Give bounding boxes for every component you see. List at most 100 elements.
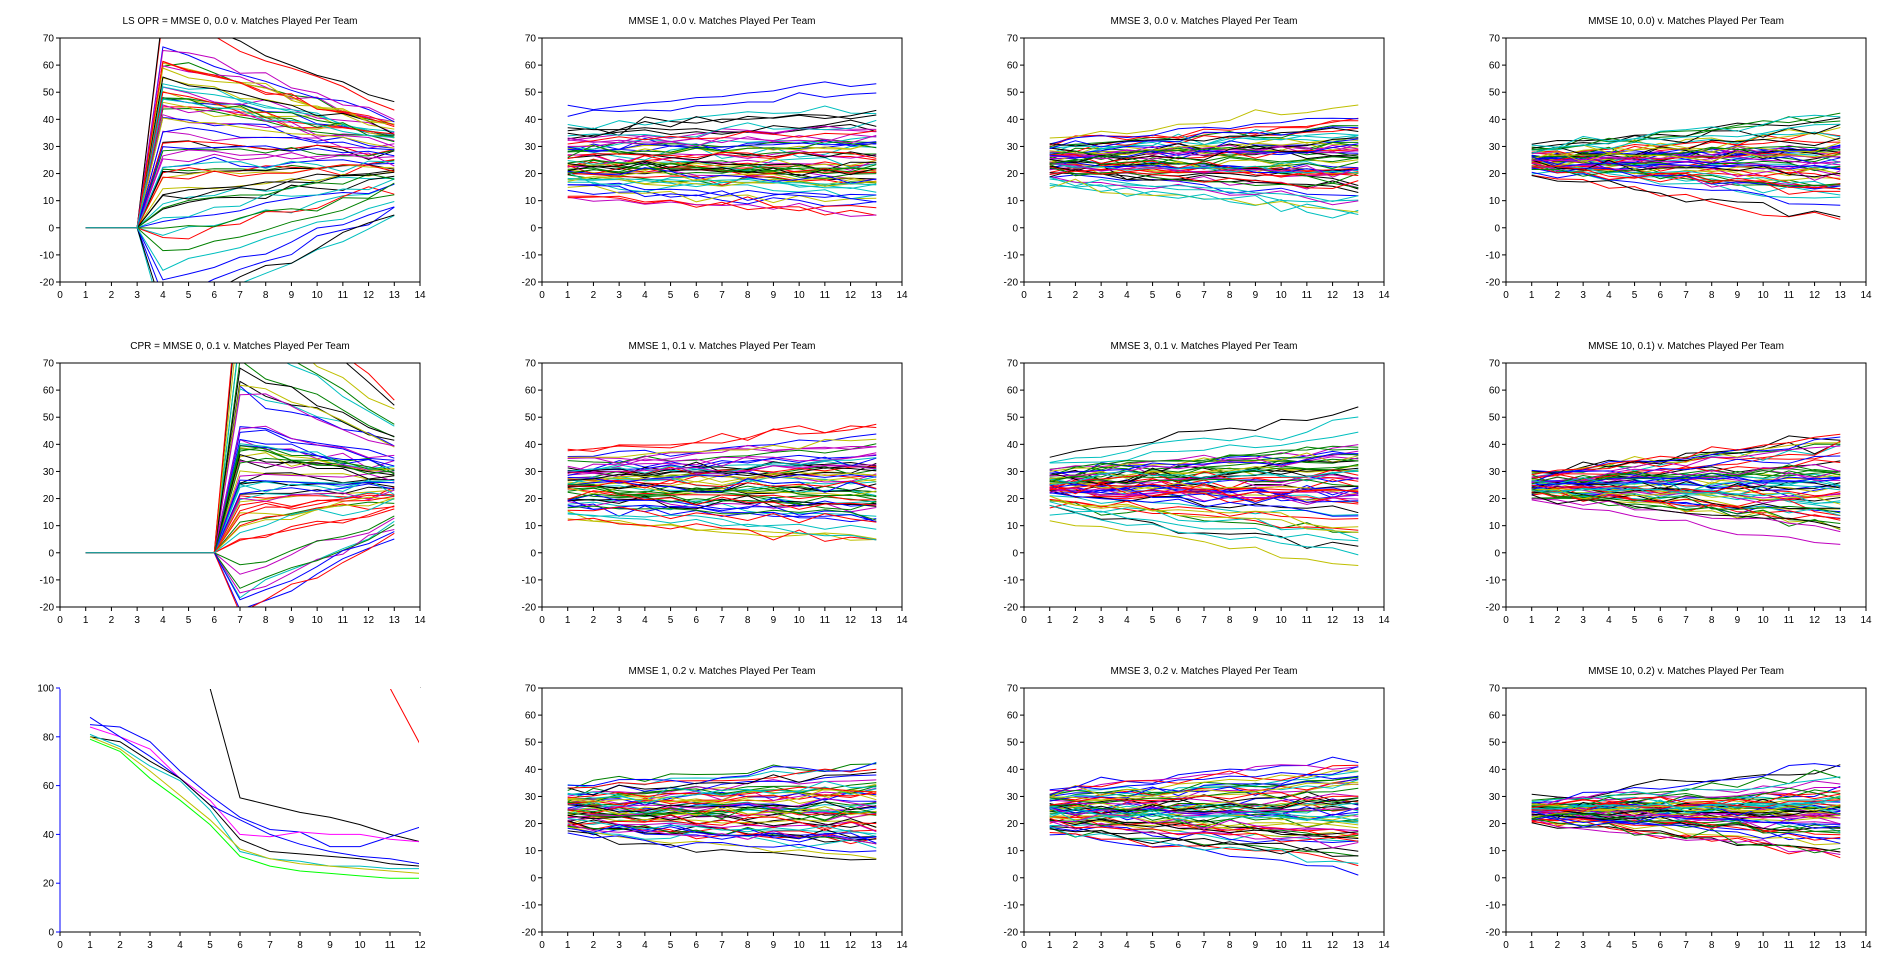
series-line-58 xyxy=(567,164,877,175)
series-line-52 xyxy=(1049,817,1359,843)
x-tick-label: 10 xyxy=(312,290,324,301)
x-tick-label: 3 xyxy=(1580,290,1586,301)
series-group xyxy=(1049,756,1359,876)
x-tick-label: 7 xyxy=(719,290,725,301)
series-line-52 xyxy=(1531,793,1841,809)
y-tick-label: 70 xyxy=(525,359,537,370)
series-line-23 xyxy=(1531,151,1841,163)
y-tick-label: 50 xyxy=(1007,738,1019,749)
y-tick-label: 10 xyxy=(43,196,55,207)
series-line-60 xyxy=(1049,468,1359,486)
series-group xyxy=(567,81,877,217)
x-tick-label: 1 xyxy=(1529,290,1535,301)
y-tick-label: 60 xyxy=(1489,61,1501,72)
y-tick-label: 10 xyxy=(525,846,537,857)
x-tick-label: 3 xyxy=(1098,940,1104,951)
series-line-60 xyxy=(1531,487,1841,505)
y-tick-label: 0 xyxy=(48,223,54,234)
series-group xyxy=(567,423,877,542)
series-line-50 xyxy=(1049,453,1359,474)
series-line-32 xyxy=(1531,776,1841,803)
chart-panel-7: MMSE 3, 0.1 v. Matches Played Per Team 0 1… xyxy=(1004,341,1390,626)
chart-title: MMSE 1, 0.0 v. Matches Played Per Team xyxy=(629,16,816,27)
x-tick-label: 14 xyxy=(1378,615,1390,626)
x-tick-label: 14 xyxy=(896,940,908,951)
y-tick-label: -10 xyxy=(40,575,55,586)
y-tick-label: 30 xyxy=(43,467,55,478)
series-line-24 xyxy=(85,532,395,607)
series-line-46 xyxy=(1531,168,1841,191)
series-line-13 xyxy=(1531,132,1841,157)
series-line-48 xyxy=(1049,495,1359,529)
x-tick-label: 3 xyxy=(1580,615,1586,626)
x-tick-label: 5 xyxy=(186,290,192,301)
y-tick-label: 0 xyxy=(48,548,54,559)
series-line-49 xyxy=(85,363,395,554)
series-group xyxy=(1531,763,1841,859)
series-line-58 xyxy=(1531,488,1841,514)
series-line-9 xyxy=(89,738,420,879)
x-tick-label: 1 xyxy=(1529,940,1535,951)
series-line-11 xyxy=(85,215,395,282)
x-tick-label: 0 xyxy=(539,615,545,626)
x-tick-label: 1 xyxy=(565,615,571,626)
series-line-60 xyxy=(1049,184,1359,215)
x-tick-label: 4 xyxy=(1124,940,1130,951)
x-tick-label: 8 xyxy=(745,615,751,626)
series-line-8 xyxy=(89,736,420,874)
x-tick-label: 0 xyxy=(57,290,63,301)
series-line-55 xyxy=(567,176,877,187)
chart-title: MMSE 1, 0.2 v. Matches Played Per Team xyxy=(629,666,816,677)
y-tick-label: 20 xyxy=(1007,494,1019,505)
x-tick-label: 4 xyxy=(642,615,648,626)
chart-title: MMSE 10, 0.1) v. Matches Played Per Team xyxy=(1588,341,1784,352)
series-line-59 xyxy=(1531,799,1841,812)
y-tick-label: 100 xyxy=(37,684,54,695)
series-line-35 xyxy=(85,480,395,554)
chart-title: MMSE 3, 0.1 v. Matches Played Per Team xyxy=(1111,341,1298,352)
series-line-49 xyxy=(1531,159,1841,178)
x-tick-label: 0 xyxy=(1503,615,1509,626)
series-line-38 xyxy=(85,60,395,229)
x-tick-label: 14 xyxy=(414,290,426,301)
series-line-14 xyxy=(1049,469,1359,484)
y-tick-label: 50 xyxy=(1489,413,1501,424)
x-tick-label: 13 xyxy=(389,615,401,626)
x-tick-label: 13 xyxy=(1353,290,1365,301)
chart-panel-3: MMSE 3, 0.0 v. Matches Played Per Team 0 1… xyxy=(1004,16,1390,301)
x-tick-label: 6 xyxy=(694,940,700,951)
y-tick-label: 60 xyxy=(525,61,537,72)
y-tick-label: 50 xyxy=(1489,738,1501,749)
series-line-46 xyxy=(1049,825,1359,864)
chart-panel-6: MMSE 1, 0.1 v. Matches Played Per Team 0 1… xyxy=(522,341,908,626)
series-line-2 xyxy=(90,688,420,843)
x-tick-label: 13 xyxy=(871,615,883,626)
series-line-3 xyxy=(1531,818,1841,853)
y-tick-label: 10 xyxy=(1489,846,1501,857)
x-tick-label: 5 xyxy=(668,940,674,951)
x-tick-label: 9 xyxy=(771,290,777,301)
y-tick-label: -20 xyxy=(40,278,55,289)
x-tick-label: 9 xyxy=(289,615,295,626)
series-line-26 xyxy=(1049,145,1359,160)
y-tick-label: 60 xyxy=(525,711,537,722)
series-line-6 xyxy=(85,170,395,229)
x-tick-label: 7 xyxy=(237,615,243,626)
x-tick-label: 10 xyxy=(312,615,324,626)
chart-panel-1: LS OPR = MMSE 0, 0.0 v. Matches Played P… xyxy=(40,16,426,301)
series-line-39 xyxy=(567,825,877,849)
series-line-60 xyxy=(567,513,877,541)
series-line-48 xyxy=(567,176,877,187)
series-line-29 xyxy=(1531,455,1841,484)
series-line-45 xyxy=(567,173,877,186)
series-line-55 xyxy=(567,438,877,458)
series-line-31 xyxy=(567,155,877,168)
x-tick-label: 6 xyxy=(1658,940,1664,951)
series-line-53 xyxy=(1049,162,1359,174)
y-tick-label: 70 xyxy=(1007,684,1019,695)
x-tick-label: 6 xyxy=(1658,615,1664,626)
x-tick-label: 11 xyxy=(385,940,396,951)
series-line-29 xyxy=(567,791,877,806)
y-tick-label: 70 xyxy=(1489,359,1501,370)
y-tick-label: 0 xyxy=(530,873,536,884)
